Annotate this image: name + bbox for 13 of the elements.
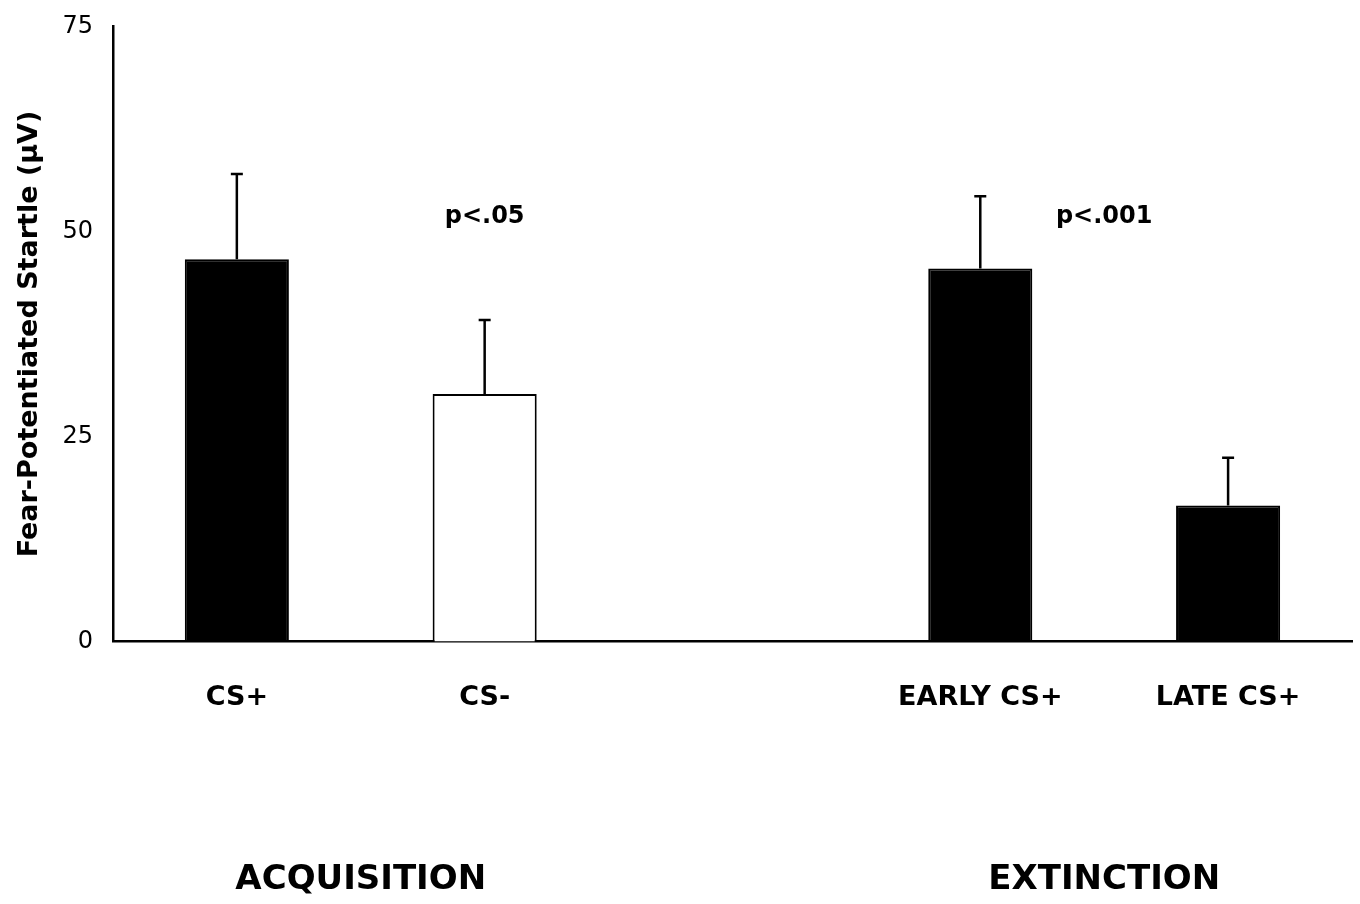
- annotation: p<.001: [1055, 201, 1153, 230]
- x-tick-label: CS+: [205, 679, 269, 711]
- x-tick-label: LATE CS+: [1155, 679, 1301, 711]
- text: ACQUISITION: [235, 856, 487, 897]
- text: EXTINCTION: [988, 856, 1221, 897]
- y-tick-label: 50: [62, 215, 93, 244]
- y-tick-label: 0: [77, 625, 93, 654]
- x-tick-label: CS-: [459, 679, 511, 711]
- annotation: p<.05: [444, 201, 525, 230]
- y-tick-label: 25: [62, 420, 93, 449]
- y-axis-title: Fear-Potentiated Startle (µV): [12, 110, 44, 558]
- x-tick-label: EARLY CS+: [898, 679, 1063, 711]
- y-tick-label: 75: [62, 10, 93, 39]
